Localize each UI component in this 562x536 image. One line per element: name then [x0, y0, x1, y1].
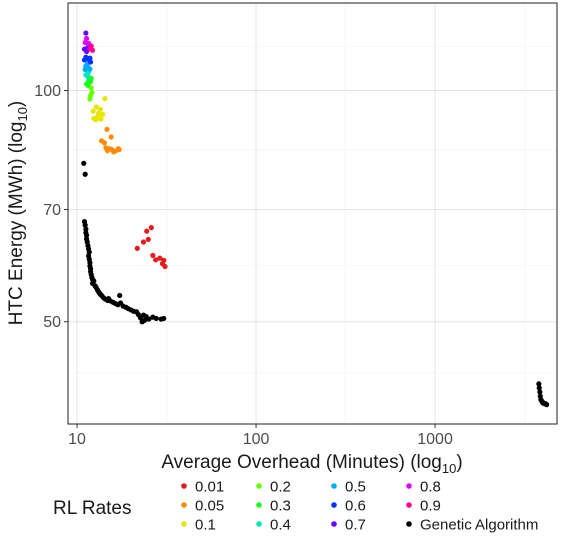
legend-title: RL Rates	[53, 498, 132, 519]
data-point	[153, 257, 159, 263]
legend-key	[181, 502, 187, 508]
data-point	[108, 134, 114, 140]
data-point	[157, 255, 163, 261]
x-tick-label: 1000	[417, 431, 453, 448]
data-point	[536, 385, 542, 391]
data-point	[89, 47, 96, 53]
y-tick-label: 100	[34, 83, 61, 100]
y-tick-label: 50	[43, 314, 61, 331]
data-point	[161, 315, 167, 322]
data-point	[146, 316, 152, 322]
data-point	[134, 245, 140, 251]
x-tick-label: 10	[68, 431, 86, 448]
legend-label: 0.6	[345, 498, 366, 515]
data-point	[102, 96, 108, 102]
data-point	[150, 252, 156, 259]
legend-key	[406, 483, 412, 489]
data-point	[100, 111, 106, 117]
data-point	[88, 43, 94, 49]
legend-label: Genetic Algorithm	[420, 517, 538, 534]
legend-label: 0.5	[345, 479, 366, 496]
y-axis-title: HTC Energy (MWh) (log10)	[6, 101, 30, 326]
legend-key	[406, 521, 412, 527]
data-point	[96, 110, 102, 116]
legend-label: 0.9	[420, 498, 441, 515]
data-point	[145, 236, 151, 242]
legend-key	[331, 521, 337, 527]
grid-lines	[68, 3, 557, 424]
data-point	[93, 104, 99, 110]
data-point	[141, 317, 148, 324]
legend-key	[331, 502, 337, 508]
legend-label: 0.05	[195, 498, 224, 515]
data-point	[89, 89, 95, 96]
legend-label: 0.3	[270, 498, 291, 515]
data-point	[87, 66, 93, 72]
data-point	[544, 402, 550, 408]
data-points	[81, 30, 550, 408]
data-point	[537, 389, 543, 395]
data-point	[85, 73, 91, 80]
data-point	[117, 292, 123, 299]
data-point	[90, 108, 96, 114]
legend-label: 0.01	[195, 479, 224, 496]
data-point	[83, 35, 90, 42]
legend-key	[256, 521, 262, 527]
data-point	[104, 126, 110, 132]
data-point	[148, 225, 154, 231]
legend-label: 0.2	[270, 479, 291, 496]
data-point	[87, 59, 94, 65]
legend-key	[256, 502, 262, 508]
data-point	[83, 232, 90, 238]
data-point	[83, 30, 89, 36]
axis-ticks: 10 100 1000 50 70 100	[34, 83, 453, 448]
legend-key	[256, 483, 262, 489]
data-point	[83, 226, 89, 232]
legend-key	[181, 521, 187, 527]
data-point	[144, 228, 150, 234]
data-point	[153, 315, 159, 322]
legend-key	[331, 483, 337, 489]
x-axis-title: Average Overhead (Minutes) (log10)	[161, 452, 462, 476]
data-point	[101, 140, 107, 146]
data-point	[97, 106, 103, 112]
data-point	[82, 222, 88, 228]
data-point	[116, 146, 122, 153]
data-point	[87, 55, 93, 61]
legend-label: 0.7	[345, 517, 366, 534]
legend-key	[406, 502, 412, 508]
x-tick-label: 100	[243, 431, 270, 448]
data-point	[140, 239, 147, 245]
legend: 0.01 0.05 0.1 0.2 0.3 0.4 0.5 0.6 0.7 0.8 0.9 Genet…	[181, 479, 538, 534]
legend-label: 0.8	[420, 479, 441, 496]
legend-key	[181, 483, 187, 489]
data-point	[536, 381, 542, 387]
data-point	[162, 263, 168, 270]
y-tick-label: 70	[43, 202, 61, 219]
data-point	[98, 116, 104, 122]
legend-label: 0.1	[195, 517, 216, 534]
panel-border	[67, 2, 558, 425]
legend-label: 0.4	[270, 517, 291, 534]
data-point	[82, 171, 88, 177]
data-point	[81, 160, 87, 166]
